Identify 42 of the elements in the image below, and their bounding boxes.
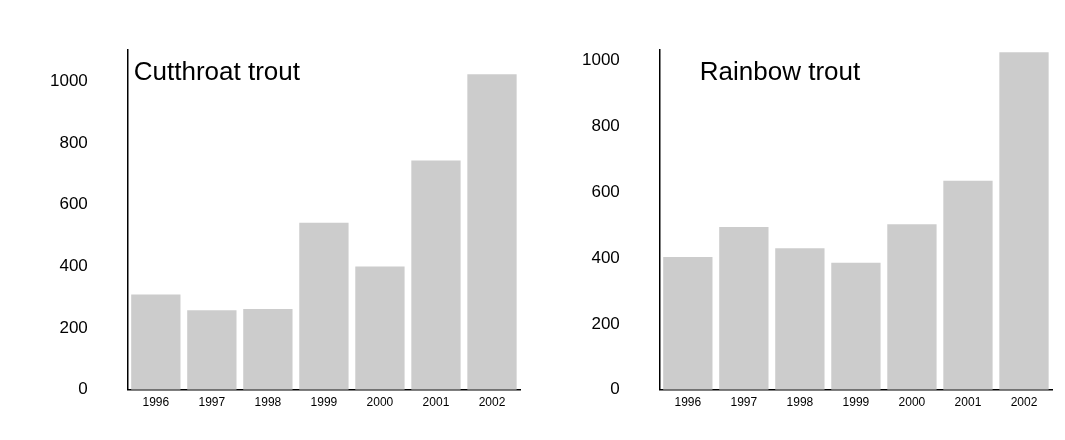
bar bbox=[663, 256, 713, 390]
x-tick-label: 1998 bbox=[254, 395, 282, 410]
x-tick-label: 2002 bbox=[1010, 395, 1038, 410]
x-tick-label: 2002 bbox=[478, 395, 506, 410]
y-tick-label: 0 bbox=[78, 379, 88, 399]
x-tick-label: 2001 bbox=[422, 395, 450, 410]
bar bbox=[355, 266, 405, 390]
y-tick-label: 400 bbox=[59, 256, 88, 275]
x-tick-label: 1996 bbox=[674, 395, 702, 410]
x-tick-label: 1998 bbox=[786, 395, 814, 410]
chart-title: Rainbow trout bbox=[699, 56, 862, 87]
y-tick-label: 1000 bbox=[49, 70, 88, 90]
y-tick-label: 0 bbox=[610, 379, 620, 399]
x-tick-label: 1999 bbox=[842, 395, 870, 410]
y-tick-label: 1000 bbox=[581, 49, 620, 69]
y-tick-label: 800 bbox=[591, 115, 620, 135]
y-tick-label: 600 bbox=[591, 181, 620, 201]
y-tick-label: 200 bbox=[59, 317, 88, 337]
x-tick-label: 2001 bbox=[954, 395, 982, 410]
bar bbox=[411, 160, 461, 390]
y-tick-label: 200 bbox=[591, 313, 620, 333]
x-tick-label: 2000 bbox=[366, 395, 394, 410]
y-tick-label: 800 bbox=[59, 132, 88, 152]
x-tick-label: 1997 bbox=[730, 395, 758, 410]
x-tick-label: 1999 bbox=[310, 395, 338, 410]
x-tick-label: 1996 bbox=[142, 395, 170, 410]
bar bbox=[131, 294, 181, 390]
bar bbox=[467, 74, 517, 390]
x-tick-label: 2000 bbox=[898, 395, 926, 410]
bar bbox=[187, 310, 237, 390]
chart-title: Cutthroat trout bbox=[133, 56, 301, 87]
bar bbox=[887, 224, 937, 390]
bar bbox=[299, 222, 349, 390]
bar bbox=[775, 248, 825, 390]
bar bbox=[831, 262, 881, 390]
x-tick-label: 1997 bbox=[198, 395, 226, 410]
bar bbox=[943, 180, 993, 390]
bar bbox=[999, 52, 1049, 390]
bar bbox=[719, 226, 769, 390]
y-tick-label: 400 bbox=[591, 247, 620, 267]
y-tick-label: 600 bbox=[59, 194, 88, 214]
bar bbox=[243, 308, 293, 390]
